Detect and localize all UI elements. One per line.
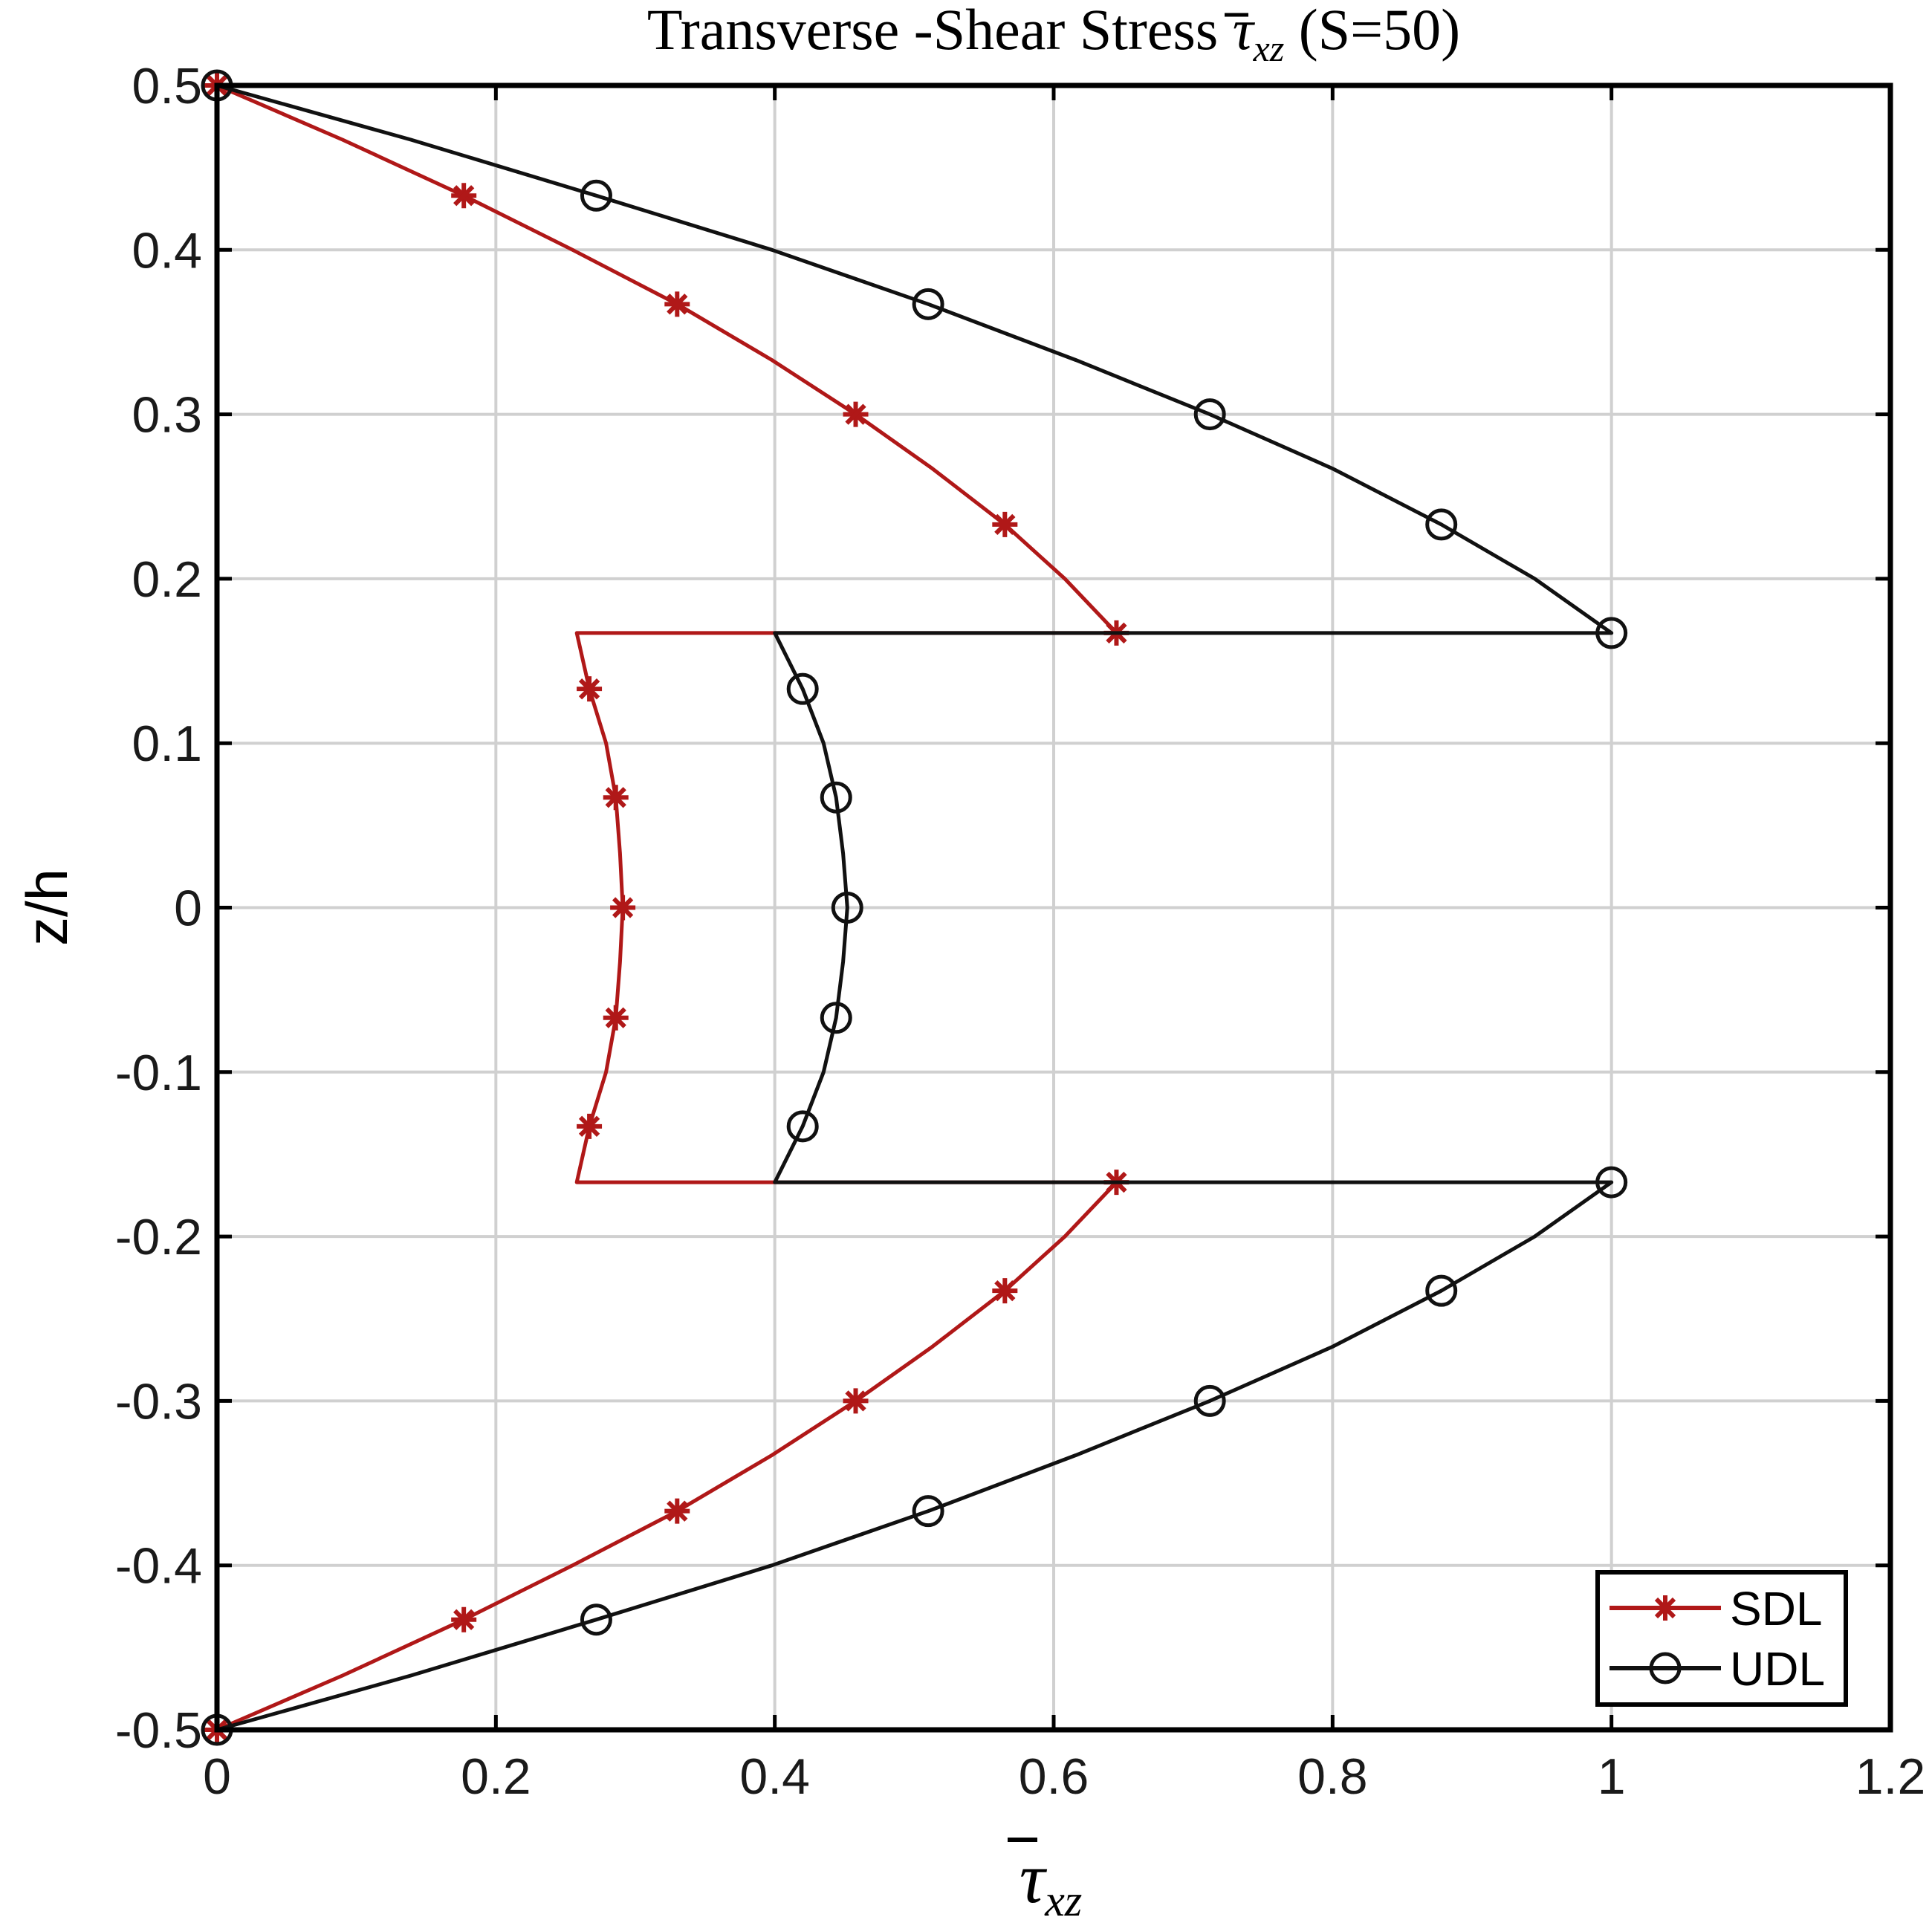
series-line-udl xyxy=(216,83,1614,1732)
legend-marker-sdl-glyph-stroke xyxy=(1654,1597,1676,1619)
legend: SDL UDL xyxy=(1595,1570,1848,1707)
x-tick-label: 1 xyxy=(1598,1748,1626,1805)
legend-marker-udl xyxy=(1649,1652,1682,1684)
legend-marker-sdl xyxy=(1653,1595,1678,1621)
data-point-udl xyxy=(580,1603,612,1636)
data-point-udl xyxy=(1425,508,1458,541)
data-point-udl xyxy=(1193,398,1226,431)
title-symbol: τ xyxy=(1233,0,1256,62)
data-point-udl xyxy=(831,892,863,924)
legend-box xyxy=(1595,1570,1848,1707)
data-point-udl xyxy=(912,288,944,320)
data-point-udl xyxy=(820,781,852,814)
tick-labels: 0 0.2 0.4 0.6 0.8 1 1.2 -0.5 -0.4 -0.3 -0.2 -0.1 0 0.… xyxy=(115,58,1925,1805)
data-point-sdl-stroke xyxy=(578,1115,600,1137)
data-point-sdl-stroke xyxy=(453,1609,475,1630)
tick-marks xyxy=(215,83,1893,1732)
y-tick-label: 0.5 xyxy=(132,58,202,114)
y-tick-label: -0.1 xyxy=(115,1045,202,1101)
legend-marker-sdl-glyph xyxy=(1653,1595,1678,1621)
data-point-udl xyxy=(820,1002,852,1034)
data-point-sdl-stroke xyxy=(845,1390,866,1412)
data-point-sdl-stroke xyxy=(578,678,600,700)
data-point-sdl-stroke xyxy=(845,403,866,425)
grid xyxy=(217,85,1890,1730)
data-point-sdl-stroke xyxy=(667,294,688,315)
data-point-sdl xyxy=(664,291,690,317)
x-tick-label: 0.8 xyxy=(1297,1748,1368,1805)
data-point-udl xyxy=(912,1495,944,1528)
data-point-udl xyxy=(1425,1274,1458,1307)
y-tick-label: 0.1 xyxy=(132,716,202,772)
legend-label-sdl: SDL xyxy=(1730,1582,1823,1635)
data-point-udl xyxy=(1595,617,1628,649)
y-tick-label: -0.3 xyxy=(115,1373,202,1430)
data-point-udl xyxy=(786,1110,819,1143)
data-point-sdl xyxy=(603,1005,629,1031)
y-tick-label: -0.2 xyxy=(115,1209,202,1265)
data-point-sdl-stroke xyxy=(605,1007,626,1028)
title-suffix: (S=50) xyxy=(1284,0,1460,62)
data-point-sdl xyxy=(610,895,636,921)
data-point-sdl xyxy=(577,1113,603,1139)
data-point-sdl xyxy=(992,1278,1018,1304)
data-point-sdl-stroke xyxy=(994,1280,1016,1302)
x-tick-label: 0.4 xyxy=(739,1748,810,1805)
y-tick-label: -0.4 xyxy=(115,1538,202,1595)
data-point-sdl xyxy=(603,785,629,811)
legend-marker-udl-glyph xyxy=(1649,1652,1682,1684)
data-point-udl xyxy=(1193,1384,1226,1417)
data-point-udl xyxy=(786,672,819,705)
x-axis-label-subscript: xz xyxy=(1044,1876,1082,1923)
y-tick-label: 0.3 xyxy=(132,387,202,444)
data-point-sdl-stroke xyxy=(667,1500,688,1522)
data-point-sdl xyxy=(451,183,477,209)
data-point-sdl xyxy=(843,1388,869,1414)
legend-label-udl: UDL xyxy=(1730,1642,1825,1696)
y-tick-label: 0 xyxy=(174,881,202,937)
x-tick-label: 0 xyxy=(203,1748,231,1805)
y-tick-label: -0.5 xyxy=(115,1702,202,1759)
x-tick-label: 0.2 xyxy=(461,1748,531,1805)
data-point-udl xyxy=(1595,1166,1628,1199)
x-tick-label: 1.2 xyxy=(1855,1748,1926,1805)
x-axis-label: τxz xyxy=(1020,1838,1082,1923)
y-axis-label: z/h xyxy=(14,869,80,946)
data-point-sdl-stroke xyxy=(994,513,1016,536)
x-tick-label: 0.6 xyxy=(1019,1748,1089,1805)
title-subscript: xz xyxy=(1253,27,1285,69)
data-point-sdl-stroke xyxy=(612,897,634,918)
data-point-sdl xyxy=(577,676,603,702)
data-point-sdl xyxy=(843,401,869,427)
data-point-sdl xyxy=(992,511,1018,537)
data-point-udl xyxy=(580,179,612,212)
chart-title: Transverse -Shear Stress τxz (S=50) xyxy=(647,0,1460,69)
y-tick-label: 0.2 xyxy=(132,551,202,608)
data-point-sdl-stroke xyxy=(605,787,626,808)
x-axis-label-symbol: τ xyxy=(1020,1838,1048,1918)
data-point-sdl-stroke xyxy=(453,185,475,207)
y-tick-label: 0.4 xyxy=(132,222,202,279)
data-point-sdl xyxy=(664,1498,690,1524)
title-prefix: Transverse -Shear Stress xyxy=(647,0,1233,62)
data-point-sdl xyxy=(451,1606,477,1632)
